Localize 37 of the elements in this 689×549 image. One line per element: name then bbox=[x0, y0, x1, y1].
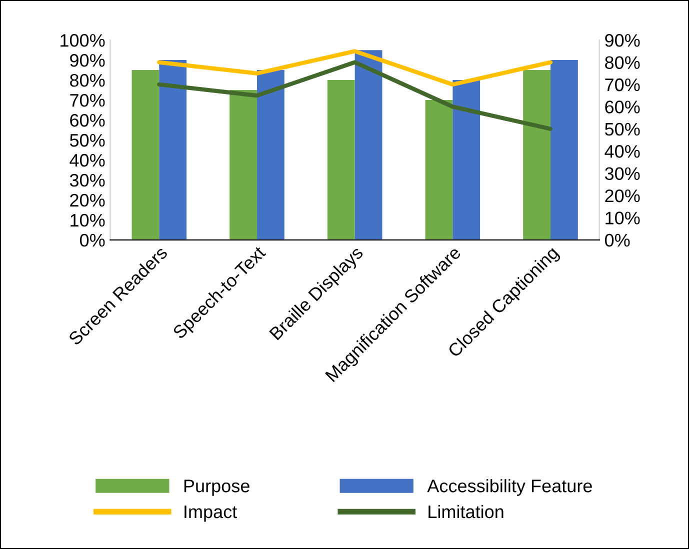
bar bbox=[452, 80, 480, 240]
bar bbox=[327, 80, 355, 240]
legend-label: Impact bbox=[184, 506, 238, 522]
y2-tick-label: 10% bbox=[606, 212, 640, 224]
y2-tick-label: 30% bbox=[604, 167, 640, 180]
bar bbox=[159, 60, 187, 240]
y-tick-label: 60% bbox=[70, 114, 105, 127]
bar bbox=[523, 70, 551, 240]
bar bbox=[132, 70, 160, 240]
y2-tick-label: 70% bbox=[605, 78, 640, 92]
y-tick-label: 0% bbox=[80, 234, 105, 247]
bar bbox=[354, 50, 382, 240]
y-tick-label: 100% bbox=[60, 34, 105, 47]
line-series bbox=[157, 60, 553, 131]
y2-tick-label: 50% bbox=[605, 122, 640, 136]
bar bbox=[550, 60, 578, 240]
y2-tick-label: 90% bbox=[605, 34, 640, 47]
legend-label: Accessibility Feature bbox=[427, 479, 592, 496]
y2-tick-label: 80% bbox=[605, 56, 640, 69]
legend-label: Purpose bbox=[184, 480, 250, 496]
legend-label: Limitation bbox=[428, 504, 504, 518]
bar bbox=[256, 70, 284, 240]
y2-tick-label: 40% bbox=[604, 145, 640, 158]
bar bbox=[425, 100, 453, 240]
y-tick-label: 50% bbox=[70, 134, 105, 147]
y-tick-label: 10% bbox=[70, 214, 105, 227]
bar bbox=[230, 90, 257, 240]
y-tick-label: 40% bbox=[70, 154, 105, 167]
y-tick-label: 20% bbox=[70, 194, 105, 207]
line-series bbox=[157, 49, 553, 87]
y-tick-label: 80% bbox=[70, 74, 105, 87]
y2-tick-label: 60% bbox=[605, 100, 640, 114]
y2-tick-label: 0% bbox=[604, 234, 630, 247]
y-tick-label: 90% bbox=[70, 54, 105, 67]
y2-tick-label: 20% bbox=[605, 189, 640, 202]
y-tick-label: 70% bbox=[70, 94, 105, 107]
y-tick-label: 30% bbox=[70, 174, 105, 187]
